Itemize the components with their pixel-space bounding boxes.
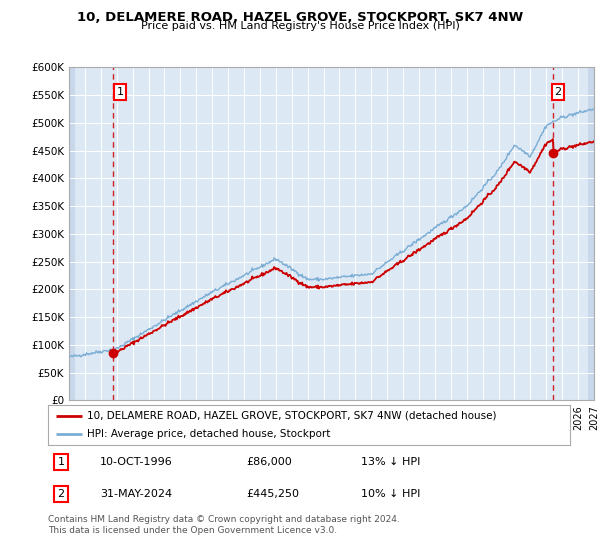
Text: Contains HM Land Registry data © Crown copyright and database right 2024.
This d: Contains HM Land Registry data © Crown c… [48, 515, 400, 535]
Text: £445,250: £445,250 [247, 489, 299, 500]
Text: £86,000: £86,000 [247, 457, 292, 467]
Text: 1: 1 [116, 87, 124, 97]
Text: HPI: Average price, detached house, Stockport: HPI: Average price, detached house, Stoc… [87, 430, 331, 439]
Text: 10, DELAMERE ROAD, HAZEL GROVE, STOCKPORT, SK7 4NW (detached house): 10, DELAMERE ROAD, HAZEL GROVE, STOCKPOR… [87, 411, 497, 421]
Polygon shape [587, 67, 594, 400]
Polygon shape [69, 67, 76, 400]
Text: 2: 2 [554, 87, 562, 97]
Text: 10, DELAMERE ROAD, HAZEL GROVE, STOCKPORT, SK7 4NW: 10, DELAMERE ROAD, HAZEL GROVE, STOCKPOR… [77, 11, 523, 24]
Text: 13% ↓ HPI: 13% ↓ HPI [361, 457, 421, 467]
Text: 10-OCT-1996: 10-OCT-1996 [100, 457, 173, 467]
Text: 1: 1 [58, 457, 65, 467]
Text: 10% ↓ HPI: 10% ↓ HPI [361, 489, 421, 500]
Text: 31-MAY-2024: 31-MAY-2024 [100, 489, 172, 500]
Text: Price paid vs. HM Land Registry's House Price Index (HPI): Price paid vs. HM Land Registry's House … [140, 21, 460, 31]
Text: 2: 2 [58, 489, 65, 500]
